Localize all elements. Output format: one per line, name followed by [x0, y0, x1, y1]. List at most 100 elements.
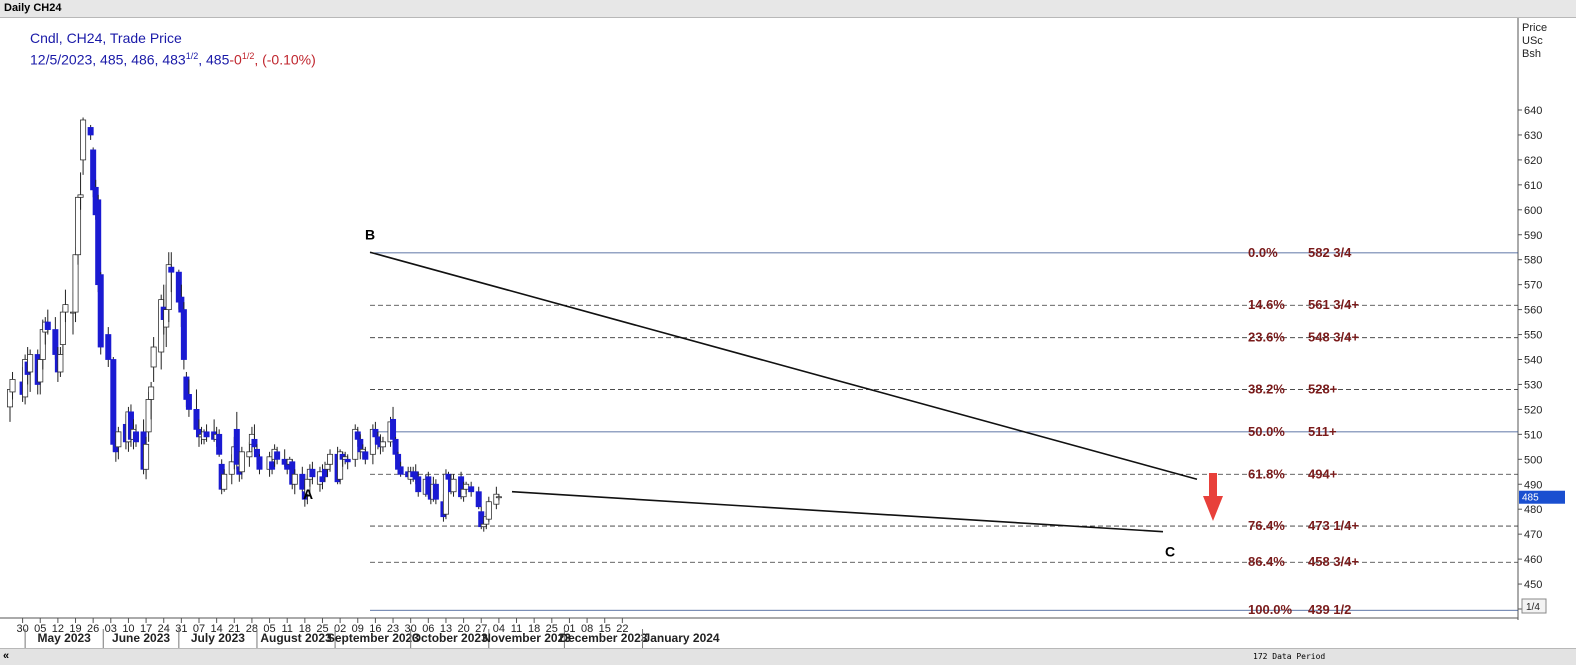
candle-down	[52, 329, 59, 355]
date-tick-label: 11	[281, 623, 292, 635]
date-tick-label: 13	[440, 623, 452, 635]
month-label: August 2023	[260, 631, 332, 645]
date-tick-label: 19	[69, 623, 81, 635]
candle-up	[150, 346, 157, 368]
fib-level-percent: 76.4%	[1248, 518, 1285, 533]
candle-down	[425, 476, 432, 495]
scroll-back-button[interactable]: «	[3, 650, 10, 662]
candle-down	[90, 149, 97, 191]
candle-up	[228, 461, 235, 475]
candle-up	[450, 478, 457, 493]
candle-up	[327, 453, 334, 465]
date-tick-label: 03	[105, 623, 117, 635]
fibonacci-levels: 0.0% 582 3/4 14.6% 561 3/4+ 23.6% 548 3/4+ 38.…	[370, 245, 1518, 617]
price-tick-label: 510	[1524, 429, 1542, 441]
date-tick-label: 08	[581, 623, 593, 635]
date-tick-label: 27	[475, 623, 487, 635]
fib-level-price: 494+	[1308, 466, 1338, 481]
candle-down	[390, 418, 397, 440]
wave-label-c: C	[1165, 544, 1175, 560]
date-tick-label: 14	[211, 623, 223, 635]
candle-up	[37, 359, 44, 383]
candle-up	[57, 354, 64, 373]
legend-change-pct: , (-0.10%)	[254, 51, 316, 68]
price-tick-label: 570	[1524, 280, 1542, 292]
candle-down	[269, 461, 276, 470]
legend-ohl: 12/5/2023, 485, 486, 483	[30, 51, 186, 68]
candle-down	[372, 428, 379, 438]
fib-level-percent: 38.2%	[1248, 381, 1285, 396]
fib-level-percent: 23.6%	[1248, 330, 1285, 345]
candle-up	[27, 354, 34, 373]
date-tick-label: 25	[546, 623, 558, 635]
price-tick-label: 470	[1524, 529, 1542, 541]
legend-change: -0	[229, 51, 242, 68]
date-tick-label: 10	[122, 623, 134, 635]
candle-down	[185, 394, 192, 410]
candle-up	[324, 463, 331, 470]
scale-toggle-button	[1521, 598, 1547, 614]
candle-down	[193, 408, 200, 430]
candle-down	[95, 199, 102, 286]
candle-up	[75, 196, 82, 256]
candle-down	[445, 473, 452, 480]
date-tick-label: 18	[528, 623, 540, 635]
month-label: September 2023	[327, 631, 419, 645]
date-tick-label: 02	[334, 623, 346, 635]
date-tick-label: 04	[493, 623, 505, 635]
price-tick-label: 610	[1524, 180, 1542, 192]
upper-trendline	[369, 251, 1198, 481]
candle-up	[238, 451, 245, 473]
candlesticks	[7, 117, 502, 532]
last-price-tag	[1519, 490, 1565, 504]
down-arrow-icon	[1203, 473, 1223, 521]
candle-down	[468, 486, 475, 493]
fib-level-percent: 86.4%	[1248, 554, 1285, 569]
date-tick-label: 21	[228, 623, 240, 635]
date-tick-label: 31	[175, 623, 187, 635]
fib-level-price: 511+	[1308, 424, 1337, 439]
fib-level-price: 582 3/4	[1308, 245, 1352, 260]
last-price-label: 485	[1522, 493, 1539, 504]
status-bar: « 172 Data Period	[0, 648, 1576, 665]
candle-down	[309, 468, 316, 478]
candle-down	[233, 428, 240, 465]
date-tick-label: 01	[563, 623, 575, 635]
candle-up	[460, 488, 467, 498]
candle-down	[110, 359, 117, 445]
date-tick-label: 22	[616, 623, 628, 635]
fib-level-price: 548 3/4+	[1308, 330, 1359, 345]
price-chart[interactable]: 0.0% 582 3/4 14.6% 561 3/4+ 23.6% 548 3/4+ 38.…	[0, 18, 1576, 648]
candle-down	[397, 466, 404, 475]
date-tick-label: 16	[369, 623, 381, 635]
date-tick-label: 06	[422, 623, 434, 635]
candle-up	[221, 473, 228, 490]
candle-down	[415, 476, 422, 493]
price-axis-unit: Bsh	[1522, 48, 1541, 60]
fib-level-price: 473 1/4+	[1308, 518, 1359, 533]
trendlines	[369, 251, 1198, 533]
time-axis: 30 05 12 19 26 03 10 17 24 31 07 14 21 28 05 11 18 25 02 09…	[16, 618, 720, 648]
date-tick-label: 25	[316, 623, 328, 635]
candle-up	[246, 451, 253, 458]
candle-down	[362, 451, 369, 460]
date-tick-label: 17	[140, 623, 152, 635]
candle-up	[77, 194, 84, 198]
candle-down	[281, 458, 288, 465]
legend-close: , 485	[198, 51, 230, 68]
candle-up	[163, 309, 170, 328]
legend-line-2: 12/5/2023, 485, 486, 4831/2, 485-01/2, (…	[30, 51, 316, 68]
candle-up	[485, 501, 492, 520]
candle-down	[44, 321, 51, 330]
date-tick-label: 24	[158, 623, 170, 635]
price-axis: 4404504604704804905005105205305405505605…	[1518, 22, 1565, 616]
candle-up	[59, 311, 66, 345]
month-label: May 2023	[37, 631, 91, 645]
plot-area	[0, 18, 1518, 618]
price-tick-label: 520	[1524, 404, 1542, 416]
date-tick-label: 18	[299, 623, 311, 635]
price-tick-label: 460	[1524, 554, 1542, 566]
price-axis-unit: USc	[1522, 35, 1543, 47]
candle-down	[432, 483, 439, 500]
date-tick-label: 15	[599, 623, 611, 635]
